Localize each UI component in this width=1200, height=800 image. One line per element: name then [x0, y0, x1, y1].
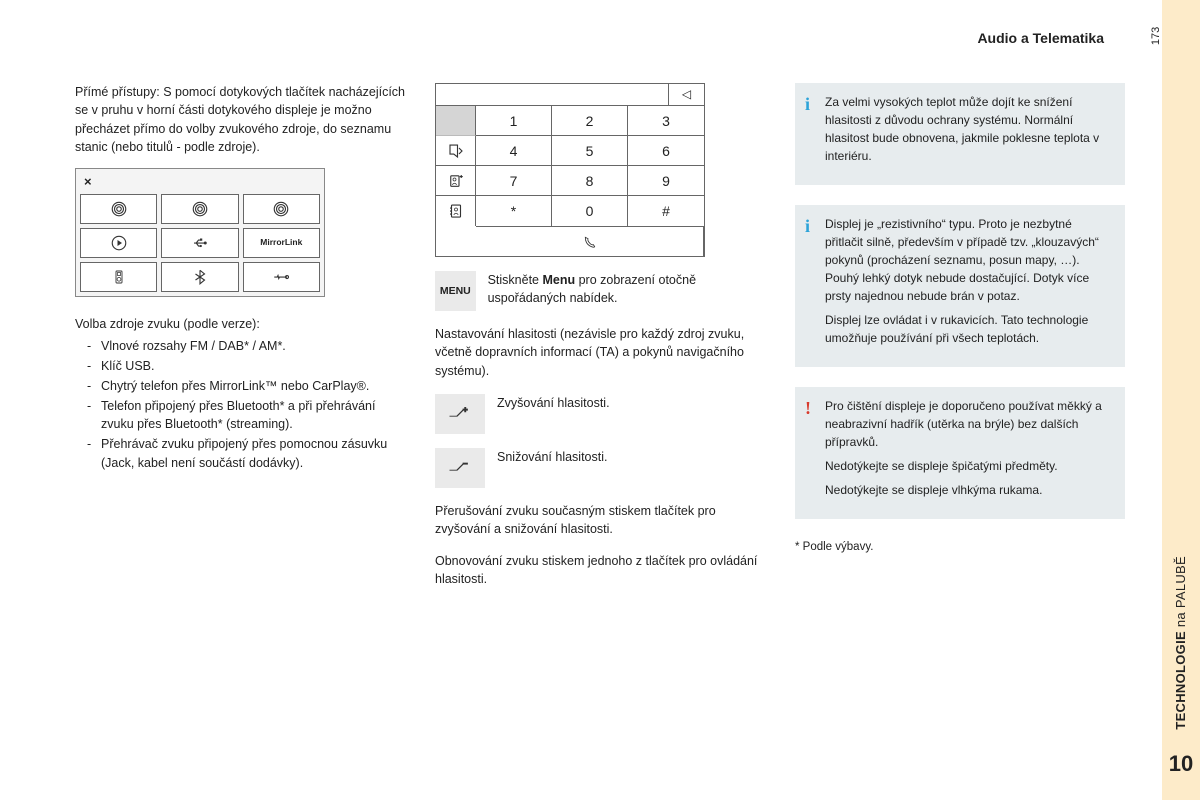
- menu-button[interactable]: MENU: [435, 271, 476, 311]
- right-column: i Za velmi vysokých teplot může dojít ke…: [795, 83, 1125, 602]
- source-bluetooth[interactable]: [161, 262, 238, 292]
- keypad-delete[interactable]: ◁: [668, 84, 704, 105]
- intro-text: Přímé přístupy: S pomocí dotykových tlač…: [75, 83, 405, 156]
- key-5[interactable]: 5: [552, 136, 628, 166]
- source-list-title: Volba zdroje zvuku (podle verze):: [75, 315, 405, 333]
- volume-up-icon[interactable]: [435, 394, 485, 434]
- chapter-number: 10: [1169, 748, 1193, 780]
- page-header: Audio a Telematika: [75, 28, 1144, 48]
- volume-down-icon[interactable]: [435, 448, 485, 488]
- manual-page: 1 7 3 Audio a Telematika Přímé přístupy: S…: [0, 0, 1162, 800]
- warning-icon: !: [805, 395, 811, 422]
- close-icon[interactable]: ×: [80, 173, 320, 194]
- list-item: Chytrý telefon přes MirrorLink™ nebo Car…: [87, 377, 405, 395]
- key-6[interactable]: 6: [628, 136, 704, 166]
- source-play[interactable]: [80, 228, 157, 258]
- keypad-addcontact-icon[interactable]: [436, 166, 476, 196]
- side-tab: TECHNOLOGIE na PALUBĚ 10: [1162, 0, 1200, 800]
- info-icon: i: [805, 91, 810, 118]
- info-text: Za velmi vysokých teplot může dojít ke s…: [825, 93, 1113, 165]
- menu-text: Stiskněte Menu pro zobrazení otočně uspo…: [488, 271, 765, 307]
- warning-text: Nedotýkejte se displeje špičatými předmě…: [825, 457, 1113, 475]
- source-list: Vlnové rozsahy FM / DAB* / AM*. Klíč USB…: [75, 337, 405, 472]
- key-9[interactable]: 9: [628, 166, 704, 196]
- warning-text: Pro čištění displeje je doporučeno použí…: [825, 397, 1113, 451]
- key-call[interactable]: [476, 226, 704, 256]
- list-item: Klíč USB.: [87, 357, 405, 375]
- list-item: Telefon připojený přes Bluetooth* a při …: [87, 397, 405, 433]
- keypad-side-empty: [436, 106, 476, 136]
- key-hash[interactable]: #: [628, 196, 704, 226]
- phone-keypad: ◁: [435, 83, 705, 257]
- info-box-resistive: i Displej je „rezistivního“ typu. Proto …: [795, 205, 1125, 367]
- key-1[interactable]: 1: [476, 106, 552, 136]
- info-text: Displej lze ovládat i v rukavicích. Tato…: [825, 311, 1113, 347]
- key-3[interactable]: 3: [628, 106, 704, 136]
- info-text: Displej je „rezistivního“ typu. Proto je…: [825, 215, 1113, 305]
- key-8[interactable]: 8: [552, 166, 628, 196]
- key-7[interactable]: 7: [476, 166, 552, 196]
- keypad-callout-icon[interactable]: [436, 136, 476, 166]
- key-star[interactable]: *: [476, 196, 552, 226]
- source-jack[interactable]: [243, 262, 320, 292]
- source-radio-1[interactable]: [80, 194, 157, 224]
- mute-para-1: Přerušování zvuku současným stiskem tlač…: [435, 502, 765, 538]
- source-mirrorlink[interactable]: MirrorLink: [243, 228, 320, 258]
- keypad-contacts-icon[interactable]: [436, 196, 476, 226]
- left-column: Přímé přístupy: S pomocí dotykových tlač…: [75, 83, 405, 602]
- source-radio-3[interactable]: [243, 194, 320, 224]
- key-2[interactable]: 2: [552, 106, 628, 136]
- mute-para-2: Obnovování zvuku stiskem jednoho z tlačí…: [435, 552, 765, 588]
- list-item: Vlnové rozsahy FM / DAB* / AM*.: [87, 337, 405, 355]
- info-icon: i: [805, 213, 810, 240]
- keypad-display: [436, 84, 668, 105]
- info-box-temperature: i Za velmi vysokých teplot může dojít ke…: [795, 83, 1125, 185]
- volume-para: Nastavování hlasitosti (nezávisle pro ka…: [435, 325, 765, 379]
- audio-source-grid: ×: [75, 168, 325, 297]
- middle-column: ◁: [435, 83, 765, 602]
- source-usb[interactable]: [161, 228, 238, 258]
- footnote: * Podle výbavy.: [795, 539, 1125, 556]
- side-tab-title: TECHNOLOGIE na PALUBĚ: [1172, 556, 1191, 730]
- source-radio-2[interactable]: [161, 194, 238, 224]
- key-0[interactable]: 0: [552, 196, 628, 226]
- list-item: Přehrávač zvuku připojený přes pomocnou …: [87, 435, 405, 471]
- source-ipod[interactable]: [80, 262, 157, 292]
- volume-down-label: Snižování hlasitosti.: [497, 448, 607, 466]
- warning-box-cleaning: ! Pro čištění displeje je doporučeno pou…: [795, 387, 1125, 519]
- key-4[interactable]: 4: [476, 136, 552, 166]
- warning-text: Nedotýkejte se displeje vlhkýma rukama.: [825, 481, 1113, 499]
- volume-up-label: Zvyšování hlasitosti.: [497, 394, 610, 412]
